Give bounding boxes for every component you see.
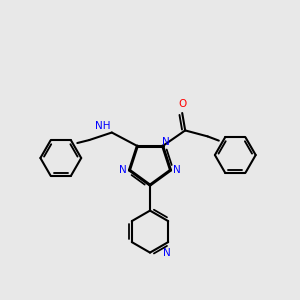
Text: O: O: [178, 98, 186, 109]
Text: N: N: [162, 136, 170, 146]
Text: N: N: [163, 248, 171, 257]
Text: N: N: [173, 165, 181, 175]
Text: NH: NH: [95, 121, 111, 131]
Text: N: N: [119, 165, 127, 175]
